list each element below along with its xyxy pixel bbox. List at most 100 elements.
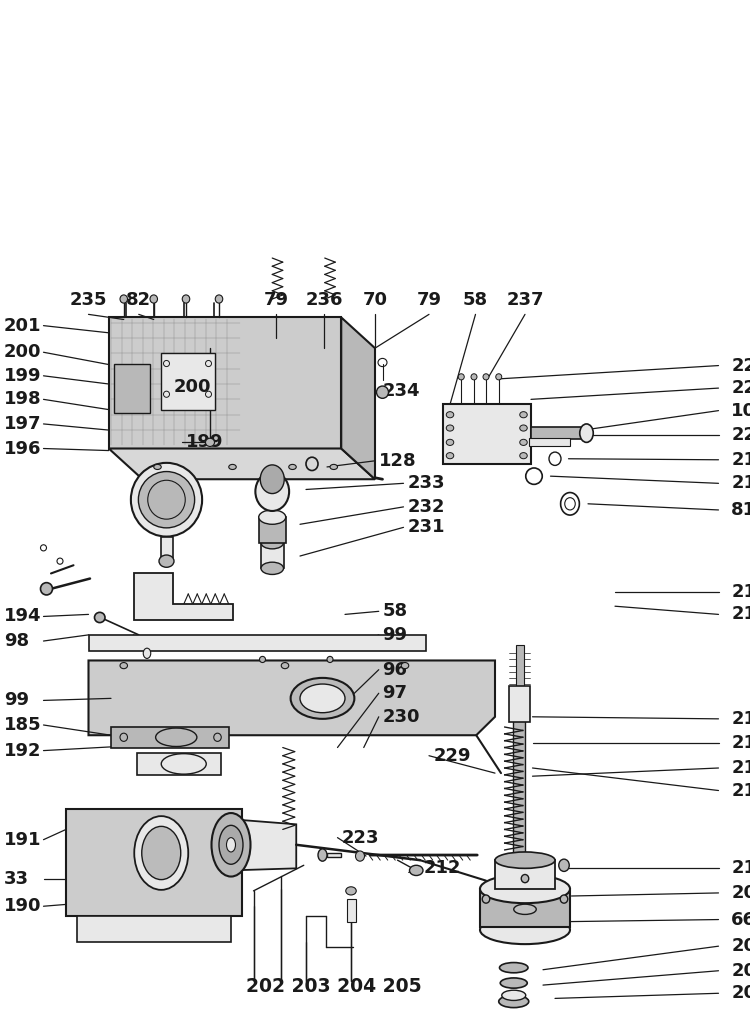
- Ellipse shape: [356, 851, 364, 861]
- Ellipse shape: [229, 465, 236, 469]
- Polygon shape: [341, 317, 375, 479]
- Bar: [531, 427, 584, 439]
- Ellipse shape: [206, 438, 214, 446]
- Bar: [442, 404, 531, 464]
- Text: 58: 58: [382, 602, 408, 621]
- Ellipse shape: [502, 990, 526, 1000]
- Text: 218: 218: [731, 474, 750, 493]
- Ellipse shape: [446, 439, 454, 445]
- Text: 191: 191: [4, 830, 41, 849]
- Text: 99: 99: [4, 691, 28, 710]
- Bar: [346, 899, 355, 922]
- Ellipse shape: [446, 425, 454, 431]
- Ellipse shape: [261, 537, 284, 549]
- Ellipse shape: [376, 386, 388, 398]
- Ellipse shape: [142, 826, 181, 880]
- Text: 81: 81: [731, 501, 750, 519]
- Text: 232: 232: [407, 498, 445, 516]
- Text: 215: 215: [731, 605, 750, 624]
- Text: 198: 198: [4, 390, 41, 409]
- Text: 197: 197: [4, 415, 41, 433]
- Text: 199: 199: [186, 433, 224, 452]
- Ellipse shape: [520, 412, 527, 418]
- Ellipse shape: [480, 915, 570, 944]
- Ellipse shape: [219, 825, 243, 864]
- Text: 210: 210: [731, 859, 750, 878]
- Ellipse shape: [291, 678, 354, 719]
- Text: 233: 233: [407, 474, 445, 493]
- Polygon shape: [134, 573, 232, 620]
- Ellipse shape: [471, 374, 477, 380]
- Ellipse shape: [520, 453, 527, 459]
- Ellipse shape: [500, 978, 527, 988]
- Text: 212: 212: [424, 859, 461, 878]
- Ellipse shape: [260, 656, 266, 663]
- Text: 192: 192: [4, 741, 41, 760]
- Bar: [66, 809, 242, 916]
- Text: 206: 206: [731, 984, 750, 1002]
- Text: 185: 185: [4, 716, 41, 734]
- Bar: [509, 686, 530, 722]
- Ellipse shape: [318, 849, 327, 861]
- Text: 200: 200: [4, 343, 41, 361]
- Ellipse shape: [130, 463, 203, 537]
- Text: 234: 234: [382, 382, 420, 400]
- Ellipse shape: [520, 425, 527, 431]
- Ellipse shape: [215, 295, 223, 303]
- Text: 199: 199: [4, 367, 41, 385]
- Text: 207: 207: [731, 962, 750, 980]
- Text: 104: 104: [731, 401, 750, 420]
- Ellipse shape: [330, 465, 338, 469]
- Ellipse shape: [514, 904, 536, 914]
- Ellipse shape: [521, 874, 529, 883]
- Bar: [513, 717, 525, 860]
- Text: 97: 97: [382, 684, 407, 702]
- Bar: [516, 645, 524, 686]
- Text: 230: 230: [382, 708, 420, 726]
- Bar: [495, 860, 555, 889]
- Text: 211: 211: [731, 781, 750, 800]
- Text: 79: 79: [416, 291, 442, 309]
- Text: 212: 212: [731, 759, 750, 777]
- Ellipse shape: [261, 562, 284, 574]
- Ellipse shape: [559, 859, 569, 871]
- Text: 208: 208: [731, 937, 750, 955]
- Text: 201: 201: [4, 316, 41, 335]
- Ellipse shape: [281, 663, 289, 669]
- Bar: [529, 438, 570, 446]
- Ellipse shape: [401, 663, 409, 669]
- Text: 214: 214: [731, 710, 750, 728]
- Ellipse shape: [410, 865, 423, 876]
- Ellipse shape: [458, 374, 464, 380]
- Text: 220: 220: [731, 426, 750, 444]
- Text: 209: 209: [731, 884, 750, 902]
- Ellipse shape: [327, 656, 333, 663]
- Text: 58: 58: [463, 291, 488, 309]
- Ellipse shape: [496, 374, 502, 380]
- Bar: [77, 916, 231, 942]
- Polygon shape: [88, 660, 495, 735]
- Text: 196: 196: [4, 439, 41, 458]
- Ellipse shape: [138, 471, 195, 528]
- Bar: [114, 364, 150, 413]
- Text: 194: 194: [4, 607, 41, 626]
- Bar: [136, 753, 220, 775]
- Polygon shape: [231, 819, 296, 870]
- Ellipse shape: [40, 583, 53, 595]
- Ellipse shape: [255, 472, 290, 511]
- Ellipse shape: [482, 895, 490, 903]
- Text: 70: 70: [362, 291, 388, 309]
- Ellipse shape: [148, 480, 185, 519]
- Text: 229: 229: [433, 746, 471, 765]
- Ellipse shape: [446, 453, 454, 459]
- Ellipse shape: [480, 874, 570, 903]
- Text: 98: 98: [4, 632, 28, 650]
- Ellipse shape: [500, 963, 528, 973]
- Ellipse shape: [520, 439, 527, 445]
- Text: 79: 79: [263, 291, 289, 309]
- Text: 216: 216: [731, 583, 750, 601]
- Ellipse shape: [495, 852, 555, 868]
- Bar: [88, 635, 426, 651]
- Text: 66: 66: [731, 910, 750, 929]
- Ellipse shape: [483, 374, 489, 380]
